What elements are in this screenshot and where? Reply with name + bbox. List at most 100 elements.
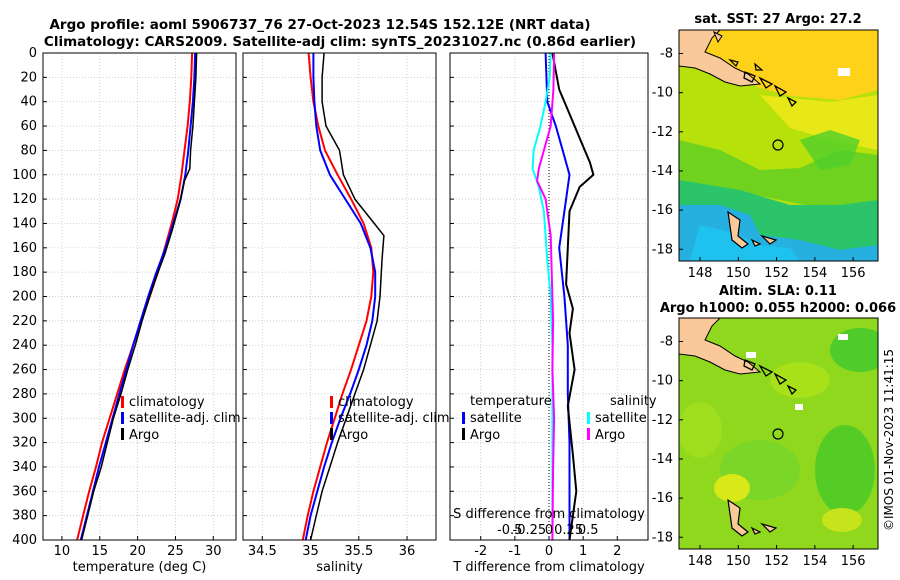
- series-line-temperature-argo: [551, 53, 595, 540]
- legend-title-temperature: temperature: [470, 394, 552, 409]
- lat-tick-label: -10: [652, 374, 673, 389]
- sst-map-title: sat. SST: 27 Argo: 27.2: [694, 12, 861, 27]
- legend-swatch-temp-argo: [462, 428, 465, 440]
- figure-title-line2: Climatology: CARS2009. Satellite-adj cli…: [44, 34, 636, 50]
- depth-tick-label: 120: [12, 192, 37, 207]
- legend-label-temp-satellite: satellite: [470, 411, 522, 426]
- salinity-xticks: 34.5 35 35.5 36: [248, 536, 415, 559]
- x-tick-label: 35: [302, 544, 319, 559]
- sst-map: sat. SST: 27 Argo: 27.2 148 150 152 154 156 -…: [652, 12, 879, 281]
- x-tick-label: 0: [545, 544, 553, 559]
- lat-tick-label: -16: [652, 203, 673, 218]
- lon-tick-label: 152: [764, 554, 789, 569]
- series-line-salinity-argo: [536, 53, 556, 540]
- lon-tick-label: 148: [688, 266, 713, 281]
- salinity-diff-tick-label: -0.5: [497, 523, 522, 538]
- depth-tick-label: 280: [12, 387, 37, 402]
- depth-tick-label: 300: [12, 411, 37, 426]
- salinity-diff-tick-label: -0.25: [513, 523, 547, 538]
- x-tick-label: 25: [167, 544, 184, 559]
- lon-tick-label: 148: [688, 554, 713, 569]
- lat-tick-label: -12: [652, 413, 673, 428]
- lat-tick-label: -14: [652, 452, 673, 467]
- depth-tick-label: 320: [12, 436, 37, 451]
- argo-location-marker: [772, 428, 784, 440]
- lat-tick-label: -18: [652, 530, 673, 545]
- salinity-diff-ticks: -0.5-0.250 0.250.5: [497, 523, 599, 538]
- sla-map-frame: [678, 317, 879, 550]
- temperature-legend: climatology satellite-adj. clim Argo: [121, 395, 241, 443]
- legend-swatch-temp-satellite: [462, 412, 465, 424]
- legend-label-satellite: satellite-adj. clim: [129, 411, 241, 426]
- depth-tick-label: 200: [12, 290, 37, 305]
- legend-label-sal-argo: Argo: [595, 428, 625, 443]
- salinity-diff-axis-label: S difference from climatology: [453, 507, 645, 522]
- legend-title-salinity: salinity: [610, 394, 657, 409]
- depth-tick-label: 100: [12, 168, 37, 183]
- argo-location-marker: [772, 139, 784, 151]
- lat-tick-label: -8: [660, 46, 673, 61]
- salinity-diff-tick-label: 0: [545, 523, 553, 538]
- sla-map-title-1: Altim. SLA: 0.11: [719, 284, 837, 299]
- depth-tick-label: 20: [20, 70, 37, 85]
- lon-tick-label: 154: [802, 266, 827, 281]
- x-tick-label: 15: [91, 544, 108, 559]
- lon-tick-label: 156: [841, 266, 866, 281]
- salinity-panel: 34.5 35 35.5 36 salinity climatology satell…: [242, 52, 450, 575]
- legend-swatch-climatology: [121, 396, 124, 408]
- x-tick-label: 30: [205, 544, 222, 559]
- lon-tick-label: 156: [841, 554, 866, 569]
- temperature-grid: [43, 52, 236, 541]
- difference-lines: [531, 53, 595, 540]
- figure-title-line1: Argo profile: aoml 5906737_76 27-Oct-202…: [49, 17, 590, 33]
- lat-tick-label: -18: [652, 242, 673, 257]
- sla-map-title-2: Argo h1000: 0.055 h2000: 0.066: [660, 301, 896, 316]
- legend-label-argo: Argo: [338, 428, 368, 443]
- salinity-lines: [301, 53, 385, 540]
- sla-field: [679, 318, 878, 549]
- legend-swatch-sal-satellite: [587, 412, 590, 424]
- lat-tick-label: -10: [652, 86, 673, 101]
- difference-xticks: -2 -1 0 1 2: [474, 536, 621, 559]
- salinity-grid: [243, 52, 436, 541]
- salinity-legend: climatology satellite-adj. clim Argo: [330, 395, 450, 443]
- sst-map-frame: [678, 29, 879, 262]
- legend-label-climatology: climatology: [338, 395, 414, 410]
- temperature-lines: [76, 53, 198, 540]
- legend-label-argo: Argo: [129, 428, 159, 443]
- lat-tick-label: -8: [660, 334, 673, 349]
- lon-tick-label: 150: [726, 266, 751, 281]
- depth-tick-label: 220: [12, 314, 37, 329]
- x-tick-label: -1: [508, 544, 521, 559]
- series-line-satellite-adj-clim: [79, 53, 197, 540]
- legend-label-temp-argo: Argo: [470, 428, 500, 443]
- depth-tick-label: 240: [12, 338, 37, 353]
- imos-credit: ©IMOS 01-Nov-2023 11:41:15: [882, 349, 896, 531]
- depth-tick-label: 400: [12, 533, 37, 548]
- depth-tick-label: 160: [12, 241, 37, 256]
- legend-swatch-sal-argo: [587, 428, 590, 440]
- depth-tick-label: 40: [20, 95, 37, 110]
- temperature-xticks: 10 15 20 25 30: [54, 536, 222, 559]
- depth-tick-label: 360: [12, 484, 37, 499]
- legend-swatch-argo: [121, 428, 124, 440]
- depth-tick-label: 60: [20, 119, 37, 134]
- lat-tick-label: -16: [652, 491, 673, 506]
- lat-tick-label: -14: [652, 164, 673, 179]
- salinity-diff-tick-label: 0.25: [554, 523, 583, 538]
- depth-tick-label: 80: [20, 143, 37, 158]
- sla-map: Altim. SLA: 0.11 Argo h1000: 0.055 h2000…: [652, 284, 896, 569]
- x-tick-label: -2: [474, 544, 487, 559]
- x-tick-label: 1: [579, 544, 587, 559]
- lon-tick-label: 150: [726, 554, 751, 569]
- depth-tick-label: 140: [12, 216, 37, 231]
- depth-tick-label: 340: [12, 460, 37, 475]
- legend-swatch-satellite: [330, 412, 333, 424]
- x-tick-label: 34.5: [248, 544, 277, 559]
- series-line-climatology: [301, 53, 375, 540]
- salinity-diff-tick-label: 0.5: [578, 523, 599, 538]
- series-line-argo: [309, 53, 385, 540]
- x-tick-label: 10: [54, 544, 71, 559]
- depth-axis-labels: 0 20 40 60 80 100 120 140 160 180 200 220 240 260 280 3…: [12, 46, 37, 548]
